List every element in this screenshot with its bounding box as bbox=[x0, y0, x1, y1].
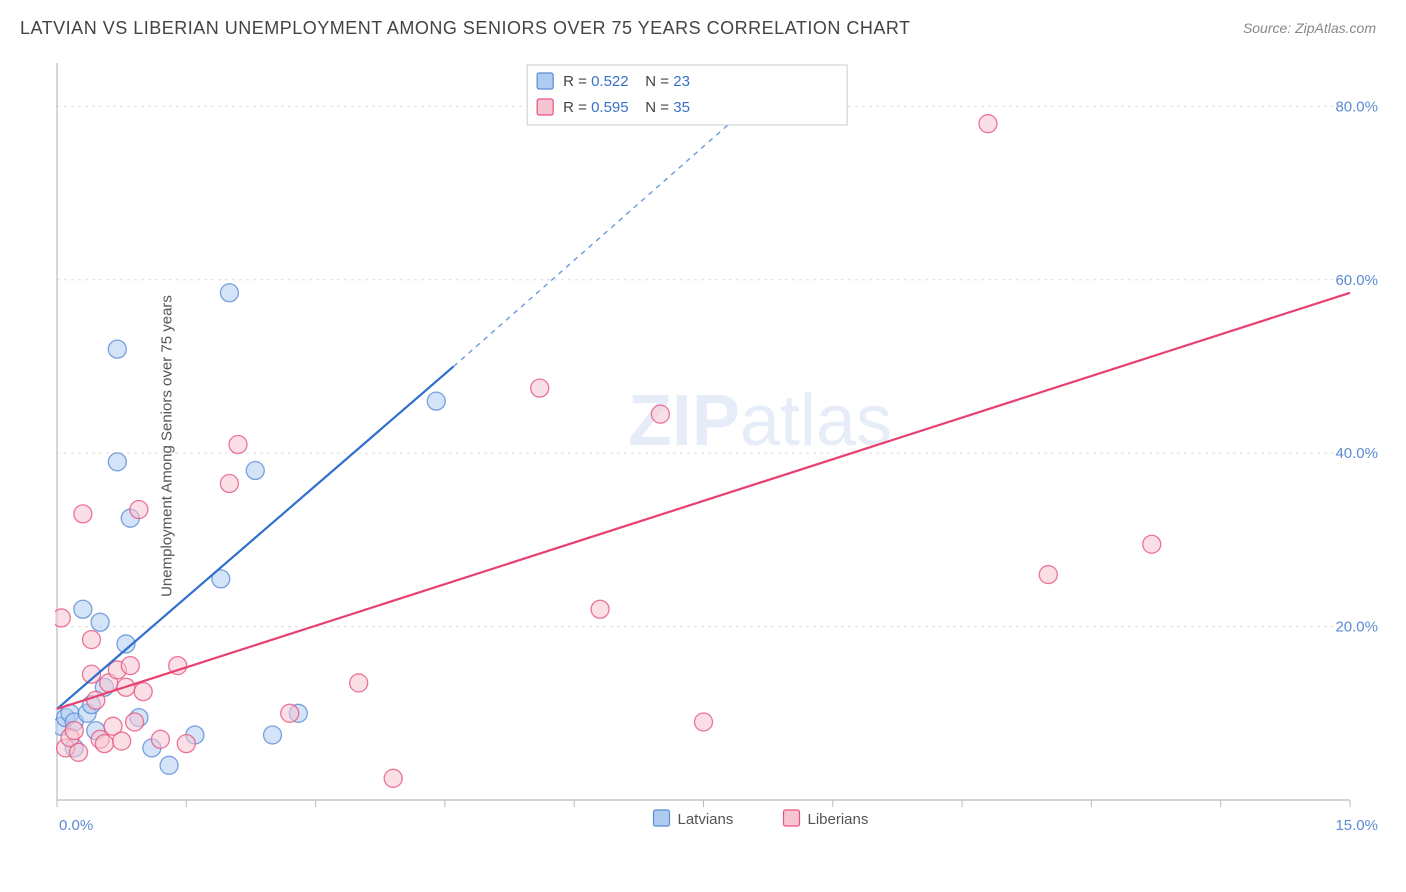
data-point bbox=[264, 726, 282, 744]
data-point bbox=[70, 743, 88, 761]
legend-label: Liberians bbox=[808, 811, 869, 828]
y-tick-label: 20.0% bbox=[1335, 619, 1378, 636]
chart-title: LATVIAN VS LIBERIAN UNEMPLOYMENT AMONG S… bbox=[20, 18, 911, 39]
source-attribution: Source: ZipAtlas.com bbox=[1243, 20, 1376, 36]
trend-line bbox=[57, 293, 1350, 709]
x-tick-label: 15.0% bbox=[1335, 817, 1378, 834]
trend-line bbox=[57, 366, 454, 708]
data-point bbox=[220, 284, 238, 302]
y-tick-label: 60.0% bbox=[1335, 272, 1378, 289]
x-tick-label: 0.0% bbox=[59, 817, 93, 834]
data-point bbox=[1039, 566, 1057, 584]
data-point bbox=[220, 475, 238, 493]
data-point bbox=[130, 501, 148, 519]
data-point bbox=[177, 735, 195, 753]
data-point bbox=[651, 405, 669, 423]
y-tick-label: 80.0% bbox=[1335, 98, 1378, 115]
legend-label: Latvians bbox=[678, 811, 734, 828]
legend-swatch bbox=[537, 73, 553, 89]
data-point bbox=[126, 713, 144, 731]
data-point bbox=[1143, 535, 1161, 553]
data-point bbox=[979, 115, 997, 133]
data-point bbox=[160, 756, 178, 774]
data-point bbox=[108, 453, 126, 471]
data-point bbox=[531, 379, 549, 397]
data-point bbox=[246, 462, 264, 480]
stats-text: R = 0.522 N = 23 bbox=[563, 73, 690, 90]
data-point bbox=[91, 613, 109, 631]
data-point bbox=[74, 600, 92, 618]
watermark: ZIPatlas bbox=[628, 381, 892, 461]
legend-swatch bbox=[537, 99, 553, 115]
data-point bbox=[65, 722, 83, 740]
data-point bbox=[55, 609, 70, 627]
legend-swatch bbox=[654, 810, 670, 826]
data-point bbox=[695, 713, 713, 731]
data-point bbox=[74, 505, 92, 523]
data-point bbox=[427, 392, 445, 410]
data-point bbox=[281, 704, 299, 722]
y-tick-label: 40.0% bbox=[1335, 445, 1378, 462]
data-point bbox=[350, 674, 368, 692]
data-point bbox=[229, 436, 247, 454]
data-point bbox=[384, 769, 402, 787]
data-point bbox=[121, 657, 139, 675]
data-point bbox=[95, 735, 113, 753]
data-point bbox=[151, 730, 169, 748]
data-point bbox=[591, 600, 609, 618]
data-point bbox=[82, 631, 100, 649]
data-point bbox=[113, 732, 131, 750]
stats-text: R = 0.595 N = 35 bbox=[563, 99, 690, 116]
chart-svg: 20.0% 40.0% 60.0% 80.0% 0.0% 15.0% ZIPatlas Lat… bbox=[55, 55, 1385, 835]
data-point bbox=[108, 340, 126, 358]
scatter-plot: 20.0% 40.0% 60.0% 80.0% 0.0% 15.0% ZIPatlas Lat… bbox=[55, 55, 1385, 835]
legend-swatch bbox=[784, 810, 800, 826]
data-point bbox=[134, 683, 152, 701]
